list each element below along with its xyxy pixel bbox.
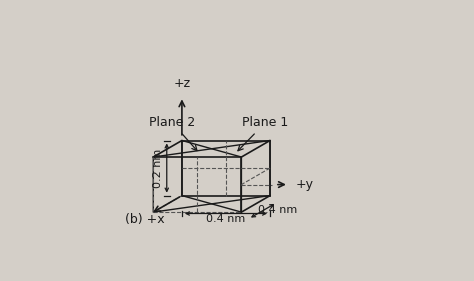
Text: (b) +x: (b) +x [125,213,165,226]
Text: +z: +z [173,76,191,90]
Text: 0.4 nm: 0.4 nm [206,214,246,224]
Text: 0.2 nm: 0.2 nm [154,148,164,188]
Text: Plane 1: Plane 1 [238,116,289,151]
Text: +y: +y [296,178,314,191]
Text: 0.4 nm: 0.4 nm [258,205,297,216]
Text: Plane 2: Plane 2 [149,116,197,151]
